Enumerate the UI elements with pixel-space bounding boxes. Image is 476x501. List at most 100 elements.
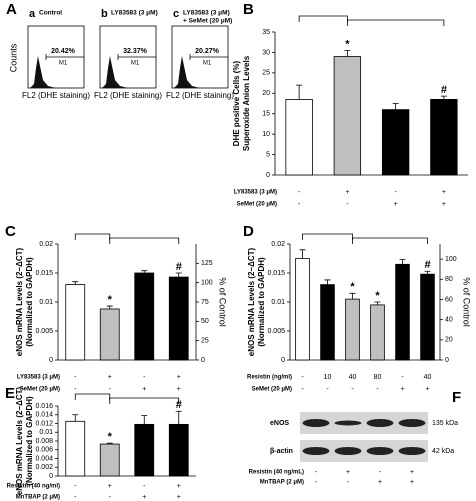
bar <box>420 273 435 361</box>
error-bar <box>440 95 447 100</box>
y-tick-label: 0.016 <box>35 403 53 410</box>
panel-letter: b <box>101 8 108 20</box>
significance: # <box>424 259 430 271</box>
bar <box>333 56 362 176</box>
blot-strip <box>300 440 428 462</box>
significance: # <box>176 261 182 273</box>
y-tick-label: 0.02 <box>39 241 53 248</box>
condition: - <box>346 201 349 208</box>
bar <box>99 308 120 361</box>
y-axis-label: eNOS mRNA Levels (2−ΔCT) <box>15 386 24 495</box>
condition-label: Resistin (40 ng/mL) <box>249 470 304 476</box>
panel-letter: a <box>29 8 36 20</box>
percent: 32.37% <box>123 48 148 55</box>
error-bar <box>344 49 351 57</box>
y-tick-label: 35 <box>262 29 270 36</box>
y-tick-label: 0 <box>266 172 270 179</box>
y2-tick-label: 125 <box>201 260 213 267</box>
condition: + <box>442 189 446 196</box>
bar <box>134 423 155 477</box>
y2-tick-label: 100 <box>201 280 213 287</box>
panel-title: LY83583 (3 μM) <box>183 10 230 17</box>
comparison-bracket <box>302 233 353 240</box>
condition: + <box>177 374 181 381</box>
significance: # <box>441 84 447 96</box>
band <box>366 419 394 427</box>
condition: - <box>376 386 379 393</box>
y-tick-label: 0.015 <box>267 270 285 277</box>
condition: - <box>394 189 397 196</box>
percent: 20.42% <box>51 48 76 55</box>
band <box>366 447 394 455</box>
bar <box>381 109 410 176</box>
panel-label: E <box>5 385 15 402</box>
condition: - <box>379 469 382 476</box>
gate-label: M1 <box>203 61 212 67</box>
bar <box>285 99 313 176</box>
panel-label: B <box>243 1 254 18</box>
condition: + <box>442 201 446 208</box>
condition: + <box>378 479 382 486</box>
bar <box>370 304 385 361</box>
condition: - <box>74 494 77 501</box>
y2-tick-label: 25 <box>201 338 209 345</box>
y-tick-label: 0 <box>281 357 285 364</box>
y-axis-label: eNOS mRNA Levels (2−ΔCT) <box>15 247 24 356</box>
band-label: eNOS <box>270 420 289 427</box>
y-tick-label: 0.005 <box>35 328 53 335</box>
x-axis-label: FL2 (DHE staining) <box>22 91 90 100</box>
y-tick-label: 0.004 <box>35 455 53 462</box>
band-size: 42 kDa <box>432 448 454 455</box>
y2-tick-label: 100 <box>445 256 457 263</box>
y-tick-label: 20 <box>262 90 270 97</box>
y-tick-label: 0 <box>49 473 53 480</box>
y-tick-label: 5 <box>266 151 270 158</box>
error-bar <box>141 270 148 273</box>
bar <box>168 423 189 477</box>
condition: - <box>109 386 112 393</box>
band <box>334 447 362 455</box>
condition: - <box>315 479 318 486</box>
gate-label: M1 <box>59 61 68 67</box>
condition: + <box>410 479 414 486</box>
y-axis-label: (Normalized to GAPDH) <box>25 257 34 347</box>
error-bar <box>399 259 406 265</box>
error-bar <box>175 410 182 425</box>
percent: 20.27% <box>195 48 220 55</box>
condition: - <box>298 189 301 196</box>
condition: + <box>108 374 112 381</box>
y-axis-label: (Normalized to GAPDH) <box>257 257 266 347</box>
condition: 40 <box>349 374 357 381</box>
error-bar <box>392 103 399 110</box>
condition-label: SeMet (20 μM) <box>252 387 292 393</box>
condition: - <box>74 483 77 490</box>
error-bar <box>175 272 182 278</box>
y-axis-label: Counts <box>8 43 18 72</box>
condition: - <box>298 201 301 208</box>
condition: + <box>346 469 350 476</box>
y-axis-label: DHE positive Cells (%) <box>232 60 241 146</box>
condition: - <box>326 386 329 393</box>
y-tick-label: 0.01 <box>39 299 53 306</box>
y2-tick-label: 0 <box>201 357 205 364</box>
error-bar <box>296 84 303 100</box>
error-bar <box>299 249 306 259</box>
y-axis-label: eNOS mRNA Levels (2−ΔCT) <box>247 247 256 356</box>
band <box>398 447 426 455</box>
error-bar <box>424 270 431 275</box>
condition-label: LY83583 (3 μM) <box>17 375 60 381</box>
panel-letter: c <box>173 8 179 20</box>
y-tick-label: 0.02 <box>271 241 285 248</box>
bar <box>134 272 155 361</box>
y2-tick-label: 20 <box>445 337 453 344</box>
condition: - <box>109 494 112 501</box>
y2-tick-label: 40 <box>445 316 453 323</box>
error-bar <box>324 279 331 285</box>
gate-label: M1 <box>131 61 140 67</box>
histogram <box>30 56 56 88</box>
significance: * <box>108 431 113 443</box>
error-bar <box>106 442 113 445</box>
bar <box>99 443 120 477</box>
comparison-bracket <box>74 393 111 400</box>
